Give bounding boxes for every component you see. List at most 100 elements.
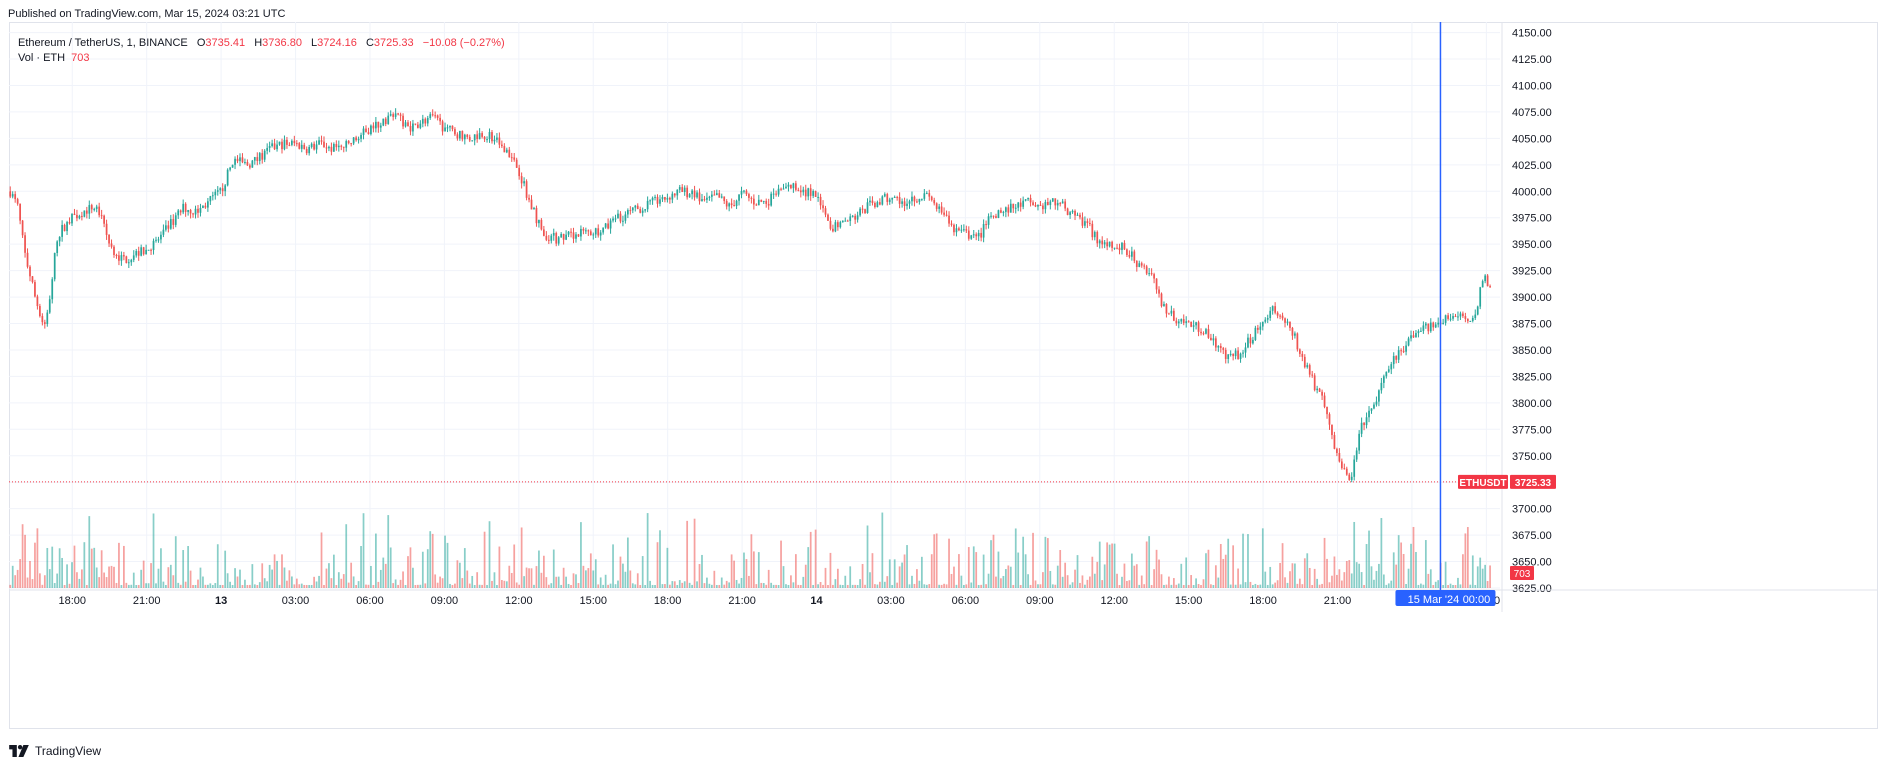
candle-body bbox=[1197, 322, 1200, 332]
volume-bar bbox=[370, 565, 372, 588]
volume-bar bbox=[71, 562, 73, 588]
volume-bar bbox=[1096, 561, 1099, 588]
volume-bar bbox=[389, 547, 392, 588]
candle-body bbox=[1289, 321, 1291, 328]
volume-bar bbox=[1205, 553, 1207, 588]
volume-bar bbox=[308, 584, 311, 588]
volume-bar bbox=[780, 540, 782, 588]
candle-body bbox=[659, 199, 661, 204]
volume-bar bbox=[533, 584, 535, 588]
volume-bar bbox=[1365, 544, 1368, 588]
candle-body bbox=[1437, 322, 1440, 325]
volume-bar bbox=[9, 584, 12, 588]
candle-body bbox=[1457, 316, 1459, 318]
volume-bar bbox=[194, 584, 197, 588]
candle-body bbox=[602, 227, 605, 233]
symbol-tag-label: ETHUSDT bbox=[1459, 478, 1506, 489]
candle-body bbox=[1355, 450, 1358, 460]
candle-body bbox=[866, 202, 869, 214]
candle-body bbox=[876, 202, 879, 208]
candle-body bbox=[73, 213, 76, 215]
candle-body bbox=[854, 215, 857, 220]
candle-body bbox=[1417, 331, 1420, 334]
y-tick-label: 3850.00 bbox=[1512, 345, 1552, 357]
candle-body bbox=[142, 247, 145, 255]
volume-bar bbox=[565, 576, 567, 588]
candle-body bbox=[1476, 306, 1479, 315]
volume-bar bbox=[19, 559, 21, 588]
x-tick-label: 14 bbox=[810, 595, 823, 607]
legend-symbol[interactable]: Ethereum / TetherUS, 1, BINANCE bbox=[18, 37, 188, 49]
candle-body bbox=[360, 134, 362, 139]
volume-bar bbox=[48, 569, 51, 588]
candle-body bbox=[1091, 223, 1094, 238]
candle-body bbox=[1187, 321, 1190, 323]
candle-body bbox=[703, 199, 706, 201]
candle-body bbox=[787, 184, 790, 187]
candle-body bbox=[928, 193, 931, 197]
crosshair-time-label: 00:00 bbox=[1463, 594, 1491, 606]
candle-body bbox=[612, 218, 614, 221]
candle-body bbox=[335, 143, 338, 148]
candle-body bbox=[21, 220, 24, 236]
candle-body bbox=[1252, 339, 1254, 344]
candle-body bbox=[1340, 461, 1343, 469]
volume-bar bbox=[167, 567, 170, 588]
volume-bar bbox=[162, 581, 165, 588]
candle-body bbox=[1402, 350, 1405, 352]
volume-bar bbox=[110, 565, 113, 588]
volume-bar bbox=[1108, 544, 1111, 588]
volume-bar bbox=[844, 575, 847, 588]
volume-bar bbox=[429, 531, 432, 588]
x-tick-label: 09:00 bbox=[431, 595, 459, 607]
footer-brand[interactable]: TradingView bbox=[9, 744, 101, 758]
volume-bar bbox=[752, 551, 755, 588]
legend-volume-label[interactable]: Vol · ETH bbox=[18, 52, 66, 64]
volume-bar bbox=[834, 579, 837, 588]
candle-body bbox=[1237, 350, 1239, 359]
candle-body bbox=[318, 140, 320, 145]
candle-body bbox=[19, 203, 21, 221]
volume-bar bbox=[1321, 583, 1323, 588]
volume-bar bbox=[1397, 535, 1400, 588]
candle-body bbox=[592, 234, 595, 236]
candle-body bbox=[1306, 365, 1309, 368]
volume-bar bbox=[622, 563, 624, 588]
volume-bar bbox=[436, 582, 439, 588]
volume-bar bbox=[935, 533, 938, 588]
candle-body bbox=[78, 215, 81, 219]
volume-bar bbox=[192, 585, 194, 588]
candle-body bbox=[135, 251, 138, 256]
volume-bar bbox=[271, 569, 273, 588]
volume-bar bbox=[1056, 565, 1059, 588]
volume-bar bbox=[419, 584, 422, 588]
candle-body bbox=[51, 279, 54, 300]
volume-bar bbox=[748, 575, 750, 588]
volume-bar bbox=[310, 584, 313, 588]
volume-bar bbox=[251, 564, 254, 588]
volume-bar bbox=[646, 513, 649, 588]
candle-body bbox=[822, 205, 824, 209]
candle-body bbox=[1059, 203, 1062, 205]
volume-bar bbox=[1158, 559, 1160, 588]
volume-bar bbox=[1000, 578, 1002, 588]
volume-bar bbox=[1032, 532, 1034, 588]
candle-body bbox=[147, 249, 150, 251]
volume-bar bbox=[150, 563, 152, 588]
x-tick-label: 21:00 bbox=[728, 595, 756, 607]
candle-body bbox=[992, 215, 995, 217]
candle-body bbox=[466, 134, 469, 137]
candle-body bbox=[755, 204, 758, 206]
x-tick-label: 03:00 bbox=[877, 595, 905, 607]
volume-bar bbox=[365, 584, 367, 588]
volume-bar bbox=[1187, 584, 1190, 588]
volume-bar bbox=[725, 580, 728, 588]
volume-bar bbox=[1103, 564, 1106, 588]
volume-bar bbox=[152, 513, 155, 588]
candle-body bbox=[449, 125, 451, 128]
volume-bar bbox=[1261, 528, 1264, 588]
candle-body bbox=[550, 235, 553, 241]
volume-bar bbox=[459, 562, 461, 588]
volume-bar bbox=[184, 581, 187, 588]
